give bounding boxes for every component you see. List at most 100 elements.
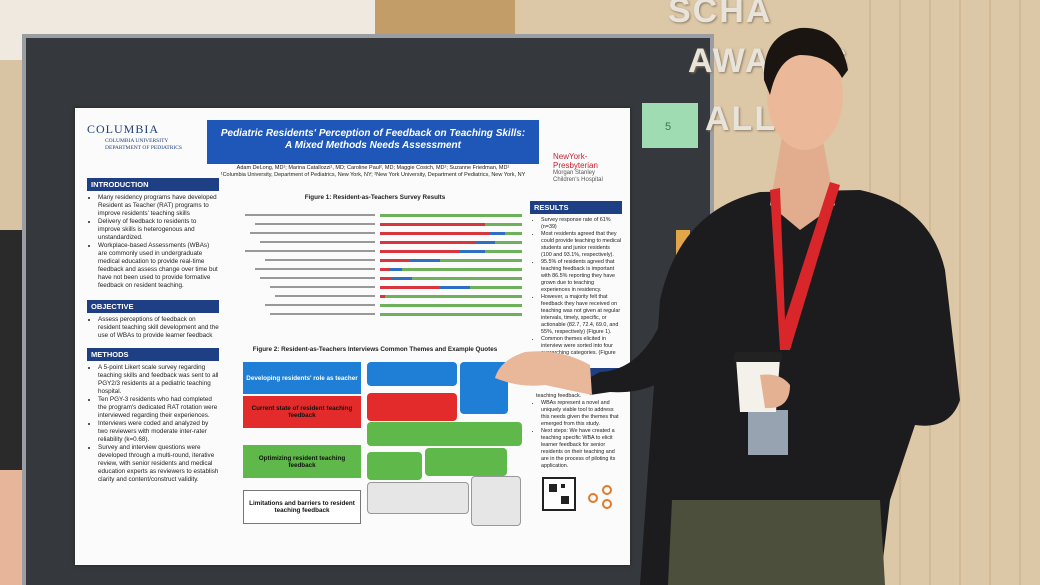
quote-box xyxy=(367,482,469,514)
bullet: Survey and interview questions were deve… xyxy=(98,444,219,484)
lanyard xyxy=(770,182,840,350)
qr-code xyxy=(542,477,576,511)
bar-seg xyxy=(380,250,460,253)
quote-box xyxy=(471,476,521,526)
bullet: Most residents agreed that they could pr… xyxy=(541,231,622,259)
quote-box xyxy=(367,393,457,421)
wall-sign: ALL xyxy=(705,100,778,138)
face xyxy=(767,40,843,150)
badge xyxy=(748,410,788,455)
theme-box: Limitations and barriers to resident tea… xyxy=(243,490,361,524)
section-heading: METHODS xyxy=(87,348,219,361)
logo-line: Morgan Stanley xyxy=(553,170,596,176)
qr-block xyxy=(561,496,569,504)
row-labels xyxy=(245,214,375,315)
quote-box xyxy=(367,422,522,446)
figure-title: Figure 2: Resident-as-Teachers Interview… xyxy=(252,346,498,353)
bar-seg xyxy=(380,295,385,298)
logo-line: NewYork- xyxy=(553,152,588,161)
bar-seg xyxy=(390,268,402,271)
left-column: INTRODUCTION Many residency programs hav… xyxy=(87,178,219,484)
bar-seg xyxy=(392,277,412,280)
bar-seg xyxy=(485,250,522,253)
bar-seg xyxy=(475,241,495,244)
bar-seg xyxy=(402,268,522,271)
logo-line: DEPARTMENT OF PEDIATRICS xyxy=(105,145,182,151)
bar-seg xyxy=(410,259,440,262)
bar-seg xyxy=(460,250,485,253)
neck xyxy=(770,120,835,230)
bar-seg xyxy=(380,232,490,235)
bullet-list: WBAs represent a novel and uniquely viab… xyxy=(530,400,622,470)
bar-seg xyxy=(440,259,522,262)
author-line: ¹Columbia University, Department of Pedi… xyxy=(220,172,526,178)
author-line: Adam DeLong, MD¹; Marina Catallozzi¹, MD… xyxy=(236,165,510,171)
bullet: Assess perceptions of feedback on reside… xyxy=(98,316,219,340)
bar-seg xyxy=(485,223,522,226)
bar-seg xyxy=(380,214,522,217)
poster-title: Pediatric Residents' Perception of Feedb… xyxy=(207,120,539,164)
authors: Adam DeLong, MD¹; Marina Catallozzi¹, MD… xyxy=(207,165,539,179)
bullet-list: Assess perceptions of feedback on reside… xyxy=(87,316,219,340)
bullet: Delivery of feedback to residents to imp… xyxy=(98,218,219,242)
icon xyxy=(588,493,598,503)
bar-seg xyxy=(412,277,522,280)
bar-seg xyxy=(380,313,522,316)
figure-title: Figure 1: Resident-as-Teachers Survey Re… xyxy=(304,194,446,201)
qr-and-icon xyxy=(542,477,612,511)
logo-line: Presbyterian xyxy=(553,161,598,170)
bar-seg xyxy=(380,241,475,244)
section-heading: INTRODUCTION xyxy=(87,178,219,191)
bullet: A 5-point Likert scale survey regarding … xyxy=(98,364,219,396)
qr-block xyxy=(561,484,565,488)
bar-seg xyxy=(495,241,522,244)
poster: COLUMBIA COLUMBIA UNIVERSITY DEPARTMENT … xyxy=(75,108,630,565)
bar-seg xyxy=(385,295,522,298)
bullet-list: Many residency programs have developed R… xyxy=(87,194,219,290)
logo-left-name: COLUMBIA xyxy=(87,122,160,136)
quote-box xyxy=(367,362,457,386)
bar-seg xyxy=(380,277,392,280)
bullet-list: teaching feedback. xyxy=(530,393,622,400)
quote-box xyxy=(425,448,507,476)
hair xyxy=(763,27,848,96)
figure1-chart xyxy=(245,214,522,316)
cup-lid xyxy=(734,352,782,362)
title-line: Pediatric Residents' Perception of Feedb… xyxy=(220,128,526,139)
title-line: A Mixed Methods Needs Assessment xyxy=(285,140,461,151)
chart-rows xyxy=(380,214,522,316)
bullet: 95.5% of residents agreed that teaching … xyxy=(541,259,622,294)
theme-box: Optimizing resident teaching feedback xyxy=(243,445,361,478)
sticky-note-text: 5 xyxy=(665,121,671,133)
bullet: WBAs represent a novel and uniquely viab… xyxy=(541,400,622,428)
bullet: Workplace-based Assessments (WBAs) are c… xyxy=(98,242,219,290)
qr-block xyxy=(549,484,557,492)
bullet: Ten PGY-3 residents who had completed th… xyxy=(98,396,219,420)
bar-seg xyxy=(490,232,505,235)
quote-box xyxy=(367,452,422,480)
bar-seg xyxy=(505,232,522,235)
bullet: Interviews were coded and analyzed by tw… xyxy=(98,420,219,444)
bar-seg xyxy=(380,259,410,262)
conclusions: teaching feedback. WBAs represent a nove… xyxy=(530,390,622,470)
logo-line: COLUMBIA UNIVERSITY xyxy=(105,138,169,144)
section-heading: OBJECTIVE xyxy=(87,300,219,313)
logo-left-sub: COLUMBIA UNIVERSITY DEPARTMENT OF PEDIAT… xyxy=(105,138,182,152)
icon xyxy=(602,499,612,509)
bar-seg xyxy=(380,304,522,307)
hand-right xyxy=(760,374,790,409)
wall-sign: SCHA xyxy=(668,0,773,30)
bar-seg xyxy=(440,286,470,289)
bar-seg xyxy=(380,268,390,271)
theme-box: Current state of resident teaching feedb… xyxy=(243,396,361,428)
sweater xyxy=(640,190,960,585)
sleeve xyxy=(585,320,685,395)
bullet-list: A 5-point Likert scale survey regarding … xyxy=(87,364,219,484)
bullet: Survey response rate of 61% (n=39) xyxy=(541,217,622,231)
hand xyxy=(495,351,592,395)
sticky-note xyxy=(642,103,698,148)
bullet: However, a majority felt that feedback t… xyxy=(541,294,622,336)
logo-line: Children's Hospital xyxy=(553,177,603,183)
